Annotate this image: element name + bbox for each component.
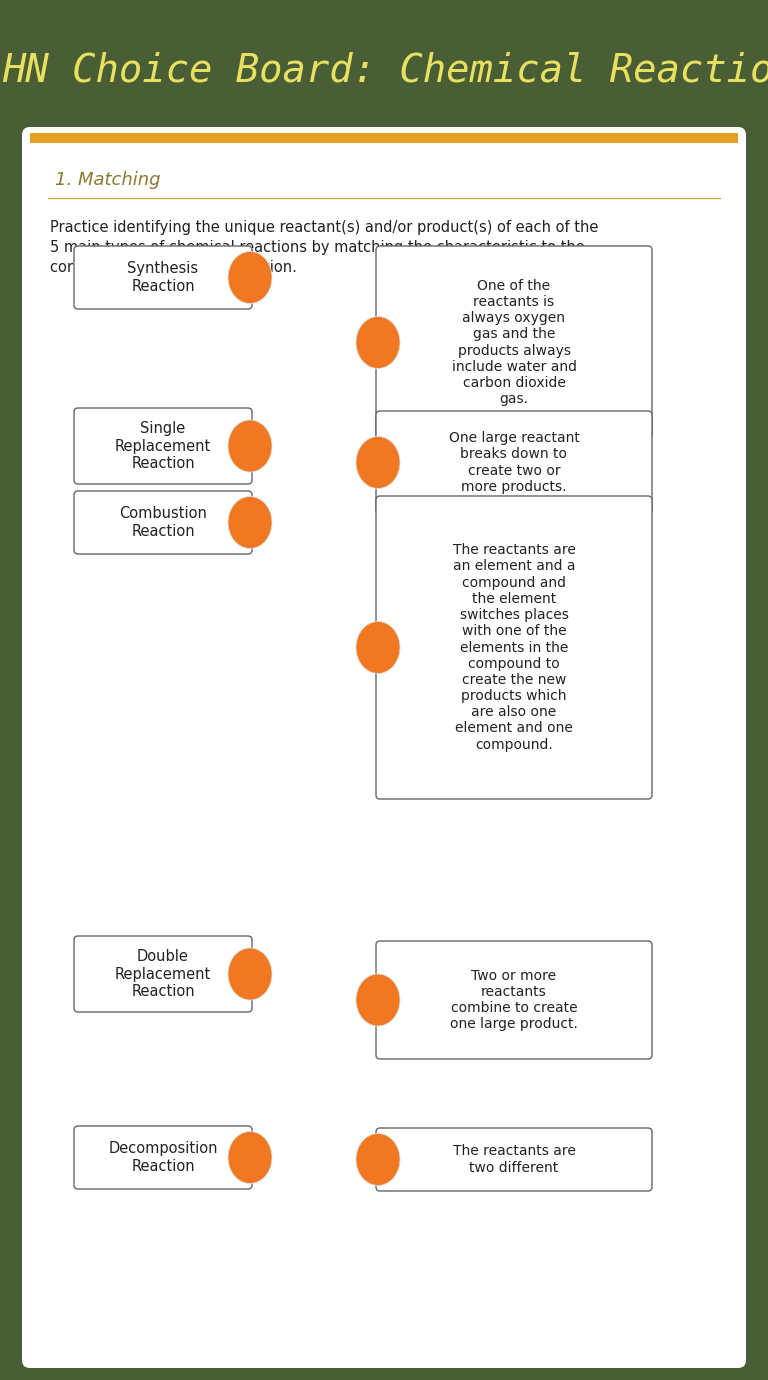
Text: One large reactant
breaks down to
create two or
more products.: One large reactant breaks down to create… [449, 431, 579, 494]
FancyBboxPatch shape [74, 246, 252, 309]
Text: Double
Replacement
Reaction: Double Replacement Reaction [115, 949, 211, 999]
FancyBboxPatch shape [376, 411, 652, 513]
Text: One of the
reactants is
always oxygen
gas and the
products always
include water : One of the reactants is always oxygen ga… [452, 279, 577, 406]
Text: Synthesis
Reaction: Synthesis Reaction [127, 261, 199, 294]
FancyBboxPatch shape [376, 246, 652, 439]
Ellipse shape [356, 621, 400, 673]
Text: 5 main types of chemical reactions by matching the characteristic to the: 5 main types of chemical reactions by ma… [50, 240, 584, 255]
Ellipse shape [356, 1133, 400, 1185]
FancyBboxPatch shape [74, 1126, 252, 1190]
Text: The reactants are
two different: The reactants are two different [452, 1144, 575, 1174]
FancyBboxPatch shape [376, 1127, 652, 1191]
Text: The reactants are
an element and a
compound and
the element
switches places
with: The reactants are an element and a compo… [452, 544, 575, 752]
FancyBboxPatch shape [376, 941, 652, 1058]
Ellipse shape [356, 316, 400, 368]
FancyBboxPatch shape [376, 495, 652, 799]
Text: HN Choice Board: Chemical Reactions: HN Choice Board: Chemical Reactions [2, 51, 768, 88]
Text: Decomposition
Reaction: Decomposition Reaction [108, 1141, 218, 1174]
Ellipse shape [228, 497, 272, 548]
FancyBboxPatch shape [74, 491, 252, 553]
FancyBboxPatch shape [74, 408, 252, 484]
Text: Two or more
reactants
combine to create
one large product.: Two or more reactants combine to create … [450, 969, 578, 1031]
Ellipse shape [228, 948, 272, 1000]
Ellipse shape [228, 420, 272, 472]
Text: 1. Matching: 1. Matching [55, 171, 161, 189]
Text: correct type of chemical reaction.: correct type of chemical reaction. [50, 259, 297, 275]
Ellipse shape [356, 436, 400, 489]
Text: Practice identifying the unique reactant(s) and/or product(s) of each of the: Practice identifying the unique reactant… [50, 219, 598, 235]
Ellipse shape [228, 1132, 272, 1184]
Text: Single
Replacement
Reaction: Single Replacement Reaction [115, 421, 211, 471]
Bar [30, 132, 738, 144]
FancyBboxPatch shape [0, 0, 768, 135]
Ellipse shape [356, 974, 400, 1025]
Text: Combustion
Reaction: Combustion Reaction [119, 506, 207, 538]
Ellipse shape [228, 251, 272, 304]
FancyBboxPatch shape [74, 936, 252, 1012]
FancyBboxPatch shape [22, 127, 746, 1368]
